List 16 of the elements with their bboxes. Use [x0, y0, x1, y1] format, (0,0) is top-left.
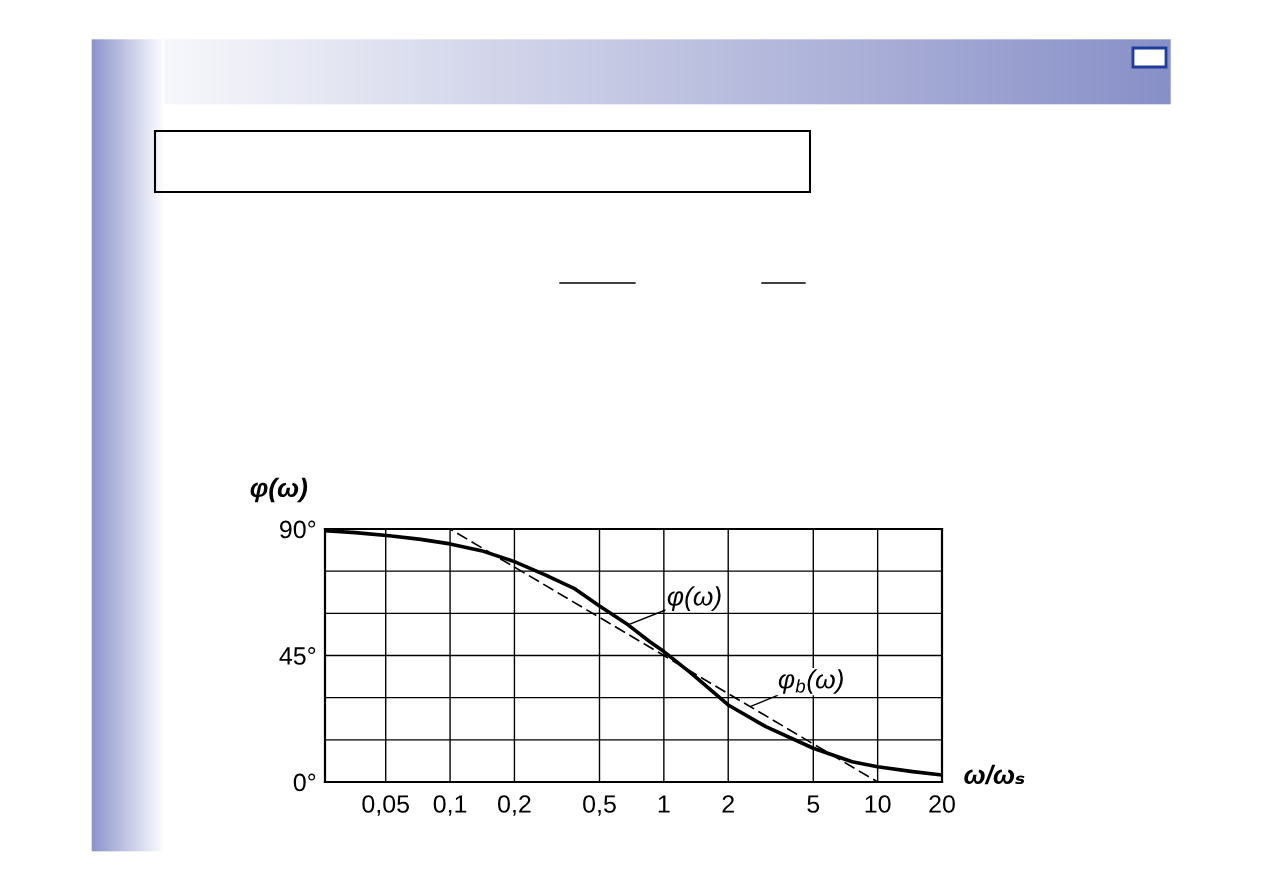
x-tick-label: 5 [807, 795, 820, 813]
x-tick-label: 10 [865, 795, 891, 813]
x-axis-title: ω/ωₛ [964, 764, 1025, 785]
y-tick-label: 0° [293, 773, 316, 792]
x-tick-label: 0,1 [433, 795, 467, 816]
y-tick-label: 45° [279, 647, 316, 665]
x-tick-label: 1 [658, 795, 670, 813]
x-tick-label: 0,05 [362, 795, 409, 816]
x-tick-label: 0,5 [583, 795, 616, 816]
y-axis-title: φ(ω) [250, 477, 308, 503]
y-tick-label: 90° [280, 520, 316, 539]
x-tick-label: 20 [929, 795, 955, 813]
series-label: φ(ω) [667, 586, 721, 611]
x-tick-label: 0,2 [498, 795, 531, 816]
series-label: φ$_{b}$(ω) [778, 669, 843, 694]
x-tick-label: 2 [722, 795, 734, 813]
